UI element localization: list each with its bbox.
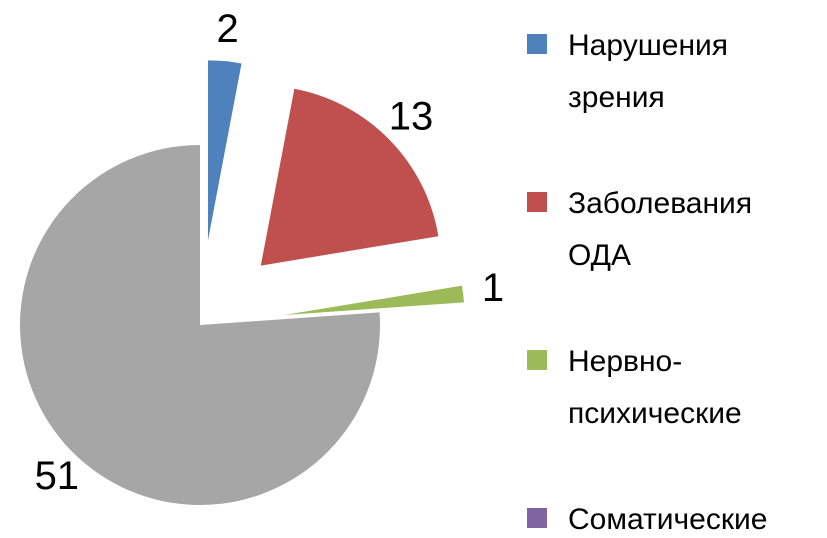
- data-label: 51: [35, 454, 80, 498]
- legend-swatch: [527, 34, 547, 54]
- pie-slice: [260, 88, 439, 266]
- legend-label: Соматические: [568, 503, 768, 536]
- data-label: 2: [216, 7, 238, 51]
- legend-label: Нарушения зрения: [568, 29, 729, 114]
- chart: 2 13 1 51: [20, 7, 504, 505]
- data-label: 1: [482, 266, 504, 310]
- pie-slice: [207, 60, 242, 241]
- legend-swatch: [527, 192, 547, 212]
- pie-slice: [20, 145, 381, 505]
- legend-swatch: [527, 508, 547, 528]
- legend-label: Нервно-психические: [568, 345, 742, 430]
- data-label: 13: [389, 94, 434, 138]
- legend-swatch: [527, 350, 547, 370]
- legend-label: Заболевания ОДА: [568, 187, 753, 272]
- pie-slice: [284, 285, 464, 316]
